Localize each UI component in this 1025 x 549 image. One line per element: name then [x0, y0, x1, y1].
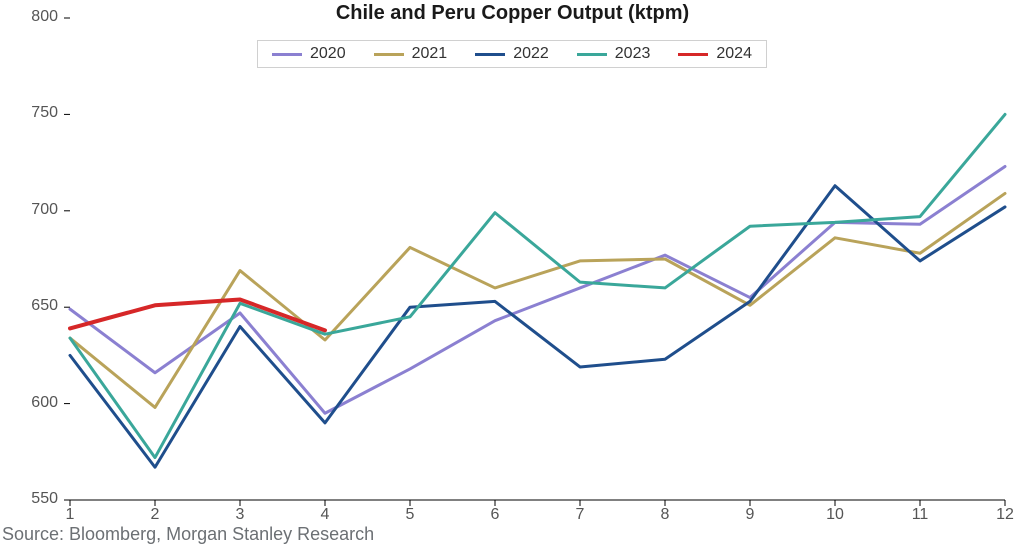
legend-label: 2023	[615, 45, 651, 63]
x-tick-label: 5	[395, 506, 425, 524]
legend-swatch	[374, 53, 404, 56]
legend-swatch	[272, 53, 302, 56]
y-tick-label: 800	[8, 8, 58, 26]
chart-container: Chile and Peru Copper Output (ktpm) 2020…	[0, 0, 1025, 549]
legend-label: 2020	[310, 45, 346, 63]
legend-label: 2021	[412, 45, 448, 63]
legend-swatch	[475, 53, 505, 56]
y-tick-label: 750	[8, 104, 58, 122]
x-tick-label: 7	[565, 506, 595, 524]
legend-swatch	[678, 53, 708, 56]
x-tick-label: 2	[140, 506, 170, 524]
legend-swatch	[577, 53, 607, 56]
legend-label: 2024	[716, 45, 752, 63]
series-2024	[70, 299, 325, 330]
x-tick-label: 4	[310, 506, 340, 524]
legend-item-2022: 2022	[475, 45, 549, 63]
y-tick-label: 700	[8, 201, 58, 219]
legend-item-2023: 2023	[577, 45, 651, 63]
x-tick-label: 9	[735, 506, 765, 524]
x-tick-label: 10	[820, 506, 850, 524]
y-tick-label: 550	[8, 490, 58, 508]
legend: 2020 2021 2022 2023 2024	[257, 40, 767, 68]
legend-label: 2022	[513, 45, 549, 63]
x-tick-label: 1	[55, 506, 85, 524]
legend-item-2024: 2024	[678, 45, 752, 63]
x-tick-label: 8	[650, 506, 680, 524]
series-2023	[70, 114, 1005, 457]
x-tick-label: 11	[905, 506, 935, 524]
series-2022	[70, 186, 1005, 467]
source-text: Source: Bloomberg, Morgan Stanley Resear…	[2, 524, 374, 545]
x-tick-label: 12	[990, 506, 1020, 524]
chart-plot-area	[0, 0, 1025, 549]
legend-item-2020: 2020	[272, 45, 346, 63]
legend-item-2021: 2021	[374, 45, 448, 63]
y-tick-label: 600	[8, 394, 58, 412]
y-tick-label: 650	[8, 297, 58, 315]
x-tick-label: 3	[225, 506, 255, 524]
x-tick-label: 6	[480, 506, 510, 524]
